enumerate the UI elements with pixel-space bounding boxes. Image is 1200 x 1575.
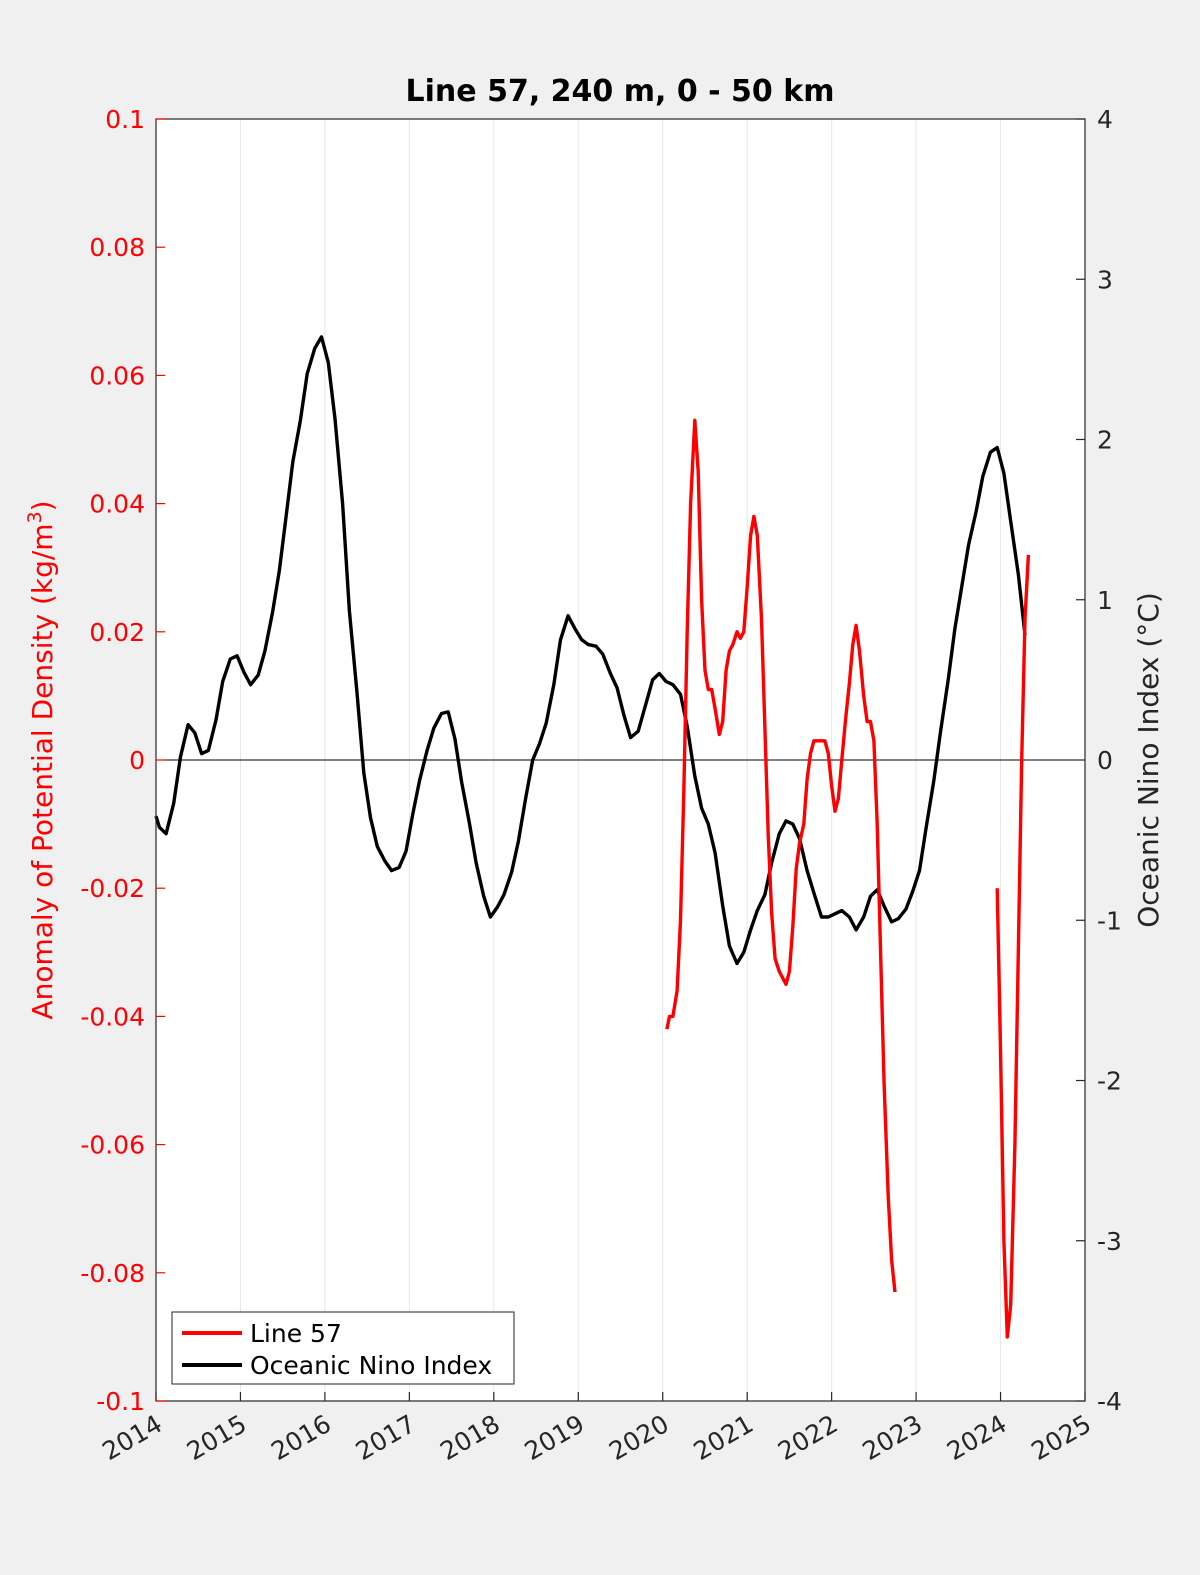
y-axis-left-label-sup: 3: [24, 511, 46, 523]
series-layer: [154, 335, 1031, 1339]
y-left-tick-label: 0.04: [89, 490, 145, 519]
y-left-tick-label: 0.1: [105, 105, 145, 134]
y-axis-left-label: Anomaly of Potential Density (kg/m3): [24, 500, 59, 1019]
line57-series-line: [665, 418, 897, 1293]
y-right-tick-label: 1: [1097, 586, 1113, 615]
y-right-tick-label: 3: [1097, 265, 1113, 294]
y-left-tick-label: -0.08: [80, 1259, 145, 1288]
y-right-tick-label: -1: [1097, 906, 1122, 935]
y-right-tick-label: -3: [1097, 1227, 1122, 1256]
y-axis-left-label-main: Anomaly of Potential Density (kg/m: [26, 523, 59, 1019]
legend: Line 57 Oceanic Nino Index: [171, 1311, 515, 1385]
y-right-tick-label: -2: [1097, 1067, 1122, 1096]
y-axis-right-label: Oceanic Nino Index (°C): [1132, 592, 1165, 928]
y-left-tick-label: 0: [129, 746, 145, 775]
y-left-tick-label: -0.1: [96, 1387, 145, 1416]
y-right-tick-label: -4: [1097, 1387, 1122, 1416]
y-left-tick-label: -0.02: [80, 874, 145, 903]
y-left-tick-label: 0.06: [89, 361, 145, 390]
y-right-tick-label: 2: [1097, 426, 1113, 455]
line57-series-line: [995, 554, 1031, 1339]
y-axis-left-label-end: ): [26, 500, 59, 511]
y-right-tick-label: 4: [1097, 105, 1113, 134]
legend-line57-label: Line 57: [250, 1319, 342, 1348]
legend-oni-label: Oceanic Nino Index: [250, 1351, 492, 1380]
legend-box: [171, 1311, 515, 1385]
y-left-tick-label: 0.02: [89, 618, 145, 647]
chart-title: Line 57, 240 m, 0 - 50 km: [406, 74, 835, 109]
y-left-tick-label: -0.04: [80, 1002, 145, 1031]
y-right-tick-label: 0: [1097, 746, 1113, 775]
y-left-tick-label: -0.06: [80, 1131, 145, 1160]
y-left-tick-label: 0.08: [89, 233, 145, 262]
